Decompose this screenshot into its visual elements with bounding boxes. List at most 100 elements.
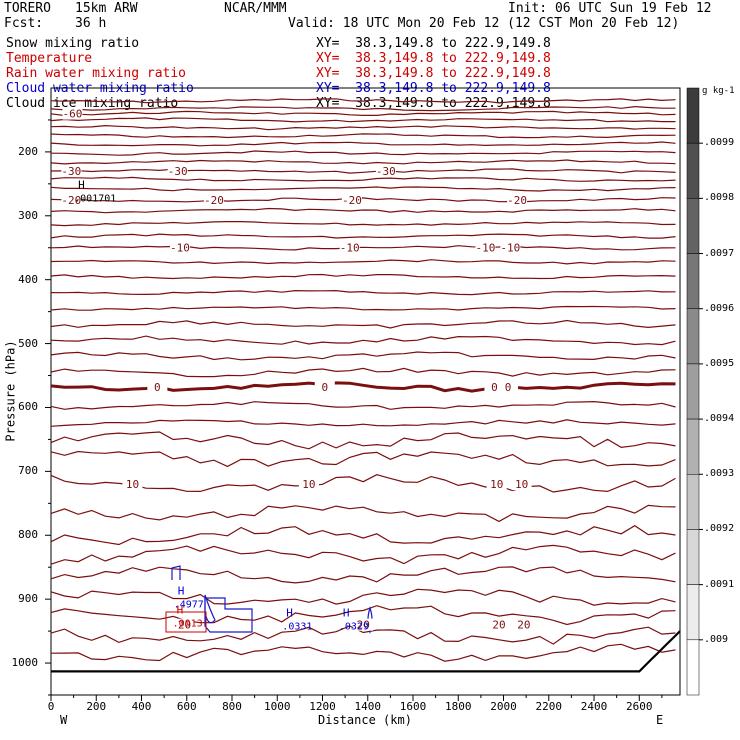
isotherm-label-bg [61, 165, 82, 178]
isotherm-label-bg [61, 193, 82, 206]
plot-frame [50, 87, 681, 696]
terrain-surface [51, 630, 681, 673]
isotherm-line [50, 335, 676, 346]
isotherm-line [50, 159, 676, 165]
isotherm-label: -10 [340, 242, 360, 255]
isotherm-label-bg [513, 618, 534, 631]
y-tick-label: 700 [18, 464, 38, 478]
colorbar-label: .0092 [704, 523, 735, 535]
isotherm-line [50, 544, 676, 565]
field-xy: XY= 38.3,149.8 to 222.9,149.8 [316, 51, 551, 66]
isotherm-label: 20 [492, 619, 505, 632]
x-tick-label: 0 [47, 700, 55, 713]
isotherm-line [50, 524, 676, 546]
isotherm-label-bg [203, 193, 224, 206]
isotherm-line [50, 605, 676, 626]
colorbar-label: .0095 [704, 357, 735, 369]
maximum-value: .4977 [174, 599, 204, 610]
isotherm-line [50, 110, 676, 117]
init-time: Init: 06 UTC Sun 19 Feb 12 [508, 1, 712, 16]
fcst-value: 36 h [75, 16, 107, 31]
isotherm-label: 10 [490, 478, 503, 491]
y-tick-label: 200 [18, 144, 38, 158]
field-xy: XY= 38.3,149.8 to 222.9,149.8 [316, 36, 551, 51]
colorbar-label: .0094 [704, 413, 735, 425]
y-tick-label: 500 [18, 336, 38, 350]
x-tick-label: 200 [86, 700, 107, 713]
x-tick-label: 2000 [490, 700, 517, 713]
isotherm-label: -10 [500, 242, 520, 255]
isotherm-label: 0 [491, 381, 498, 394]
colorbar-unit: g kg-1 [702, 86, 735, 96]
x-tick-label: 400 [131, 700, 152, 713]
colorbar-segment [686, 418, 700, 475]
isotherm-label: -10 [475, 242, 495, 255]
x-tick-label: 600 [176, 700, 197, 713]
isotherm-label: 10 [515, 478, 528, 491]
x-axis-left-label: W [60, 713, 68, 727]
isotherm-label-bg [353, 618, 374, 631]
isotherm-label-bg [475, 241, 496, 254]
isotherm-line [50, 351, 676, 361]
isotherm-line [50, 150, 676, 156]
isotherm-label-bg [169, 241, 190, 254]
isotherm-label-bg [298, 478, 319, 491]
isotherm-line [50, 117, 676, 123]
colorbar-label: .009 [704, 633, 729, 645]
colorbar-label: .0097 [704, 247, 735, 259]
isotherm-label: -20 [61, 194, 81, 207]
isotherm-label: 20 [517, 619, 530, 632]
x-tick-label: 1000 [264, 700, 291, 713]
isotherm-label: 20 [357, 619, 370, 632]
y-tick-label: 300 [18, 208, 38, 222]
isotherm-line [50, 474, 676, 493]
colorbar-segment [686, 363, 700, 420]
isotherm-label: 10 [302, 478, 315, 491]
isotherm-line [50, 98, 676, 104]
y-tick-label: 600 [18, 400, 38, 414]
isotherm-label-bg [167, 165, 188, 178]
isotherm-line [50, 105, 676, 112]
x-tick-label: 800 [222, 700, 242, 713]
colorbar-segment [686, 198, 700, 254]
y-tick-label: 400 [18, 272, 38, 286]
x-tick-label: 2600 [626, 700, 653, 713]
isotherm-line [50, 207, 676, 214]
isotherm-label: 0 [321, 381, 328, 394]
isotherm-label: -60 [63, 108, 83, 121]
isotherm-line [50, 305, 676, 311]
y-tick-label: 1000 [11, 656, 39, 670]
colorbar-label: .0096 [704, 302, 735, 314]
isotherm-line [50, 588, 676, 606]
isotherm-line [50, 233, 676, 239]
isotherm-label-bg [174, 618, 195, 631]
y-tick-label: 900 [18, 592, 38, 606]
isotherm-line [50, 400, 676, 410]
organization: NCAR/MMM [224, 1, 287, 16]
maximum-marker: H [78, 179, 85, 192]
field-name: Cloud water mixing ratio [6, 81, 194, 96]
y-tick-label: 800 [18, 528, 38, 542]
isotherm-line [50, 431, 676, 450]
isotherm-line [50, 273, 676, 280]
isotherm-line [50, 625, 676, 645]
cloud-water-contour [171, 565, 181, 580]
isotherm-line [50, 168, 676, 174]
colorbar-label: .0091 [704, 578, 735, 590]
isotherm-line [50, 289, 676, 296]
field-name: Temperature [6, 51, 93, 66]
x-axis-right-label: E [656, 713, 664, 727]
isotherm-label: 0 [154, 381, 161, 394]
maximum-marker: H [177, 604, 184, 617]
isotherm-label-bg [511, 478, 532, 491]
isotherm-line [50, 367, 676, 378]
isotherm-label: -30 [376, 165, 396, 178]
maximum-value: .0013 [173, 619, 203, 630]
isotherm-line [50, 133, 676, 139]
colorbar-segment [686, 142, 700, 199]
isotherm-label: -20 [507, 194, 527, 207]
rain-water-contour [165, 611, 207, 633]
x-tick-label: 2400 [580, 700, 608, 713]
isotherm-line [50, 186, 676, 192]
colorbar-label: .0098 [704, 192, 735, 204]
